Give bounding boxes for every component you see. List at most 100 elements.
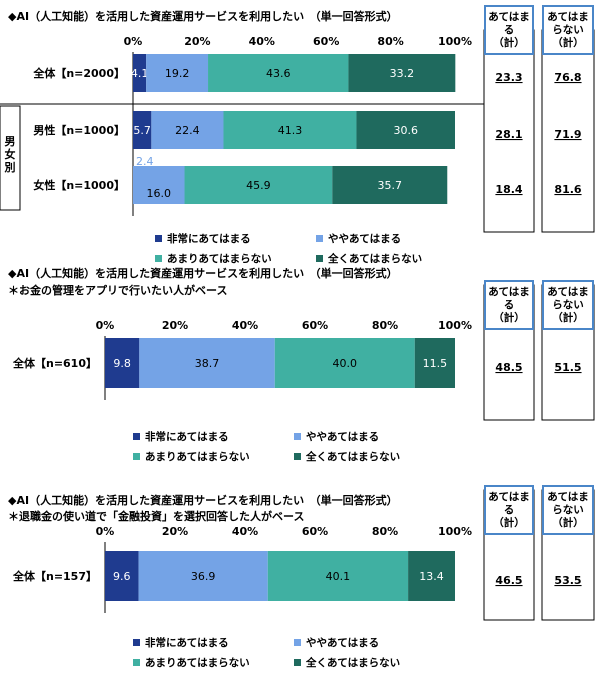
category-label: 全体【n=2000】: [32, 66, 125, 80]
summary-value: 23.3: [495, 71, 522, 84]
summary-header: あてはまらない（計）: [547, 490, 589, 529]
legend-label: 非常にあてはまる: [167, 232, 251, 245]
data-label: 19.2: [165, 67, 190, 80]
bar-segment: [267, 551, 409, 601]
summary-header: あてはまる（計）: [488, 490, 530, 529]
summary-header: あてはまる（計）: [488, 285, 530, 324]
x-tick-label: 80%: [377, 35, 403, 48]
x-tick-label: 60%: [313, 35, 339, 48]
summary-value: 48.5: [495, 361, 522, 374]
summary-header-box: [542, 485, 594, 535]
summary-value: 53.5: [554, 574, 581, 587]
category-label: 全体【n=610】: [12, 356, 97, 370]
summary-value: 28.1: [495, 128, 522, 141]
data-label: 30.6: [393, 124, 418, 137]
x-tick-label: 20%: [162, 319, 188, 332]
legend-swatch: [294, 433, 301, 440]
data-label: 45.9: [246, 179, 271, 192]
bar-segment: [208, 54, 349, 92]
data-label: 33.2: [390, 67, 415, 80]
chart-title: ◆AI（人工知能）を活用した資産運用サービスを利用したい （単一回答形式）: [8, 9, 398, 23]
summary-header: あてはまらない（計）: [547, 285, 589, 324]
gender-group-box: [0, 105, 21, 211]
x-tick-label: 20%: [162, 525, 188, 538]
summary-value: 71.9: [554, 128, 581, 141]
data-label: 5.7: [133, 124, 151, 137]
legend-label: 非常にあてはまる: [145, 430, 229, 443]
x-tick-label: 0%: [124, 35, 143, 48]
data-label: 38.7: [195, 357, 220, 370]
legend-swatch: [133, 659, 140, 666]
summary-value: 51.5: [554, 361, 581, 374]
chart-title: ◆AI（人工知能）を活用した資産運用サービスを利用したい （単一回答形式）: [8, 266, 398, 280]
bar-segment: [151, 111, 224, 149]
legend-swatch: [133, 453, 140, 460]
category-label: 女性【n=1000】: [33, 178, 125, 192]
x-tick-label: 100%: [438, 525, 472, 538]
gender-group-label: 男女別: [4, 135, 16, 174]
data-label: 11.5: [423, 357, 448, 370]
summary-value: 81.6: [554, 183, 581, 196]
data-label: 4.1: [131, 67, 149, 80]
data-label: 35.7: [378, 179, 403, 192]
x-tick-label: 100%: [438, 35, 472, 48]
legend-label: あまりあてはまらない: [145, 450, 250, 463]
legend-label: 非常にあてはまる: [145, 636, 229, 649]
legend-swatch: [155, 235, 162, 242]
legend-swatch: [294, 639, 301, 646]
summary-header-box: [484, 5, 534, 55]
bar-segment: [139, 338, 275, 388]
x-tick-label: 80%: [372, 525, 398, 538]
legend-label: ややあてはまる: [306, 636, 379, 649]
bar-segment: [356, 111, 455, 149]
summary-value: 76.8: [554, 71, 581, 84]
legend-label: 全くあてはまらない: [305, 656, 400, 669]
bar-segment: [332, 166, 448, 204]
x-tick-label: 80%: [372, 319, 398, 332]
bar-segment: [223, 111, 357, 149]
legend-swatch: [133, 433, 140, 440]
chart-title: ◆AI（人工知能）を活用した資産運用サービスを利用したい （単一回答形式）: [8, 493, 398, 507]
category-label: 男性【n=1000】: [33, 123, 125, 137]
bar-segment: [184, 166, 333, 204]
chart-panel-1: ◆AI（人工知能）を活用した資産運用サービスを利用したい （単一回答形式） 0% 2…: [0, 5, 595, 265]
legend-swatch: [294, 659, 301, 666]
data-label: 22.4: [175, 124, 200, 137]
legend-swatch: [294, 453, 301, 460]
chart-panel-3: ◆AI（人工知能）を活用した資産運用サービスを利用したい （単一回答形式） ＊退職…: [8, 485, 595, 669]
legend-label: あまりあてはまらない: [167, 252, 272, 265]
x-tick-label: 40%: [232, 525, 258, 538]
x-tick-label: 0%: [96, 319, 115, 332]
bar-segment: [105, 338, 140, 388]
legend-label: 全くあてはまらない: [327, 252, 422, 265]
x-tick-label: 60%: [302, 525, 328, 538]
bar-segment: [348, 54, 456, 92]
bar-segment: [274, 338, 415, 388]
data-label: 41.3: [278, 124, 303, 137]
data-label: 43.6: [266, 67, 291, 80]
bar-segment: [105, 551, 139, 601]
x-tick-label: 0%: [96, 525, 115, 538]
legend-swatch: [133, 639, 140, 646]
data-label: 9.6: [113, 570, 131, 583]
chart-subtitle: ＊退職金の使い道で「金融投資」を選択回答した人がベース: [8, 509, 304, 523]
bar-segment: [133, 166, 185, 204]
data-label: 13.4: [419, 570, 444, 583]
data-label: 40.1: [326, 570, 351, 583]
summary-header-box: [484, 485, 534, 535]
category-label: 全体【n=157】: [12, 569, 97, 583]
summary-header-box: [542, 5, 594, 55]
chart-subtitle: ＊お金の管理をアプリで行いたい人がベース: [8, 283, 227, 297]
x-tick-label: 40%: [232, 319, 258, 332]
legend-label: ややあてはまる: [306, 430, 379, 443]
data-label: 2.4: [136, 155, 154, 168]
data-label: 9.8: [113, 357, 131, 370]
bar-segment: [133, 111, 152, 149]
summary-header: あてはまる（計）: [488, 10, 530, 49]
legend-swatch: [316, 235, 323, 242]
legend-label: ややあてはまる: [328, 232, 401, 245]
legend-swatch: [316, 255, 323, 262]
data-label: 16.0: [147, 187, 172, 200]
data-label: 36.9: [191, 570, 216, 583]
legend-label: あまりあてはまらない: [145, 656, 250, 669]
